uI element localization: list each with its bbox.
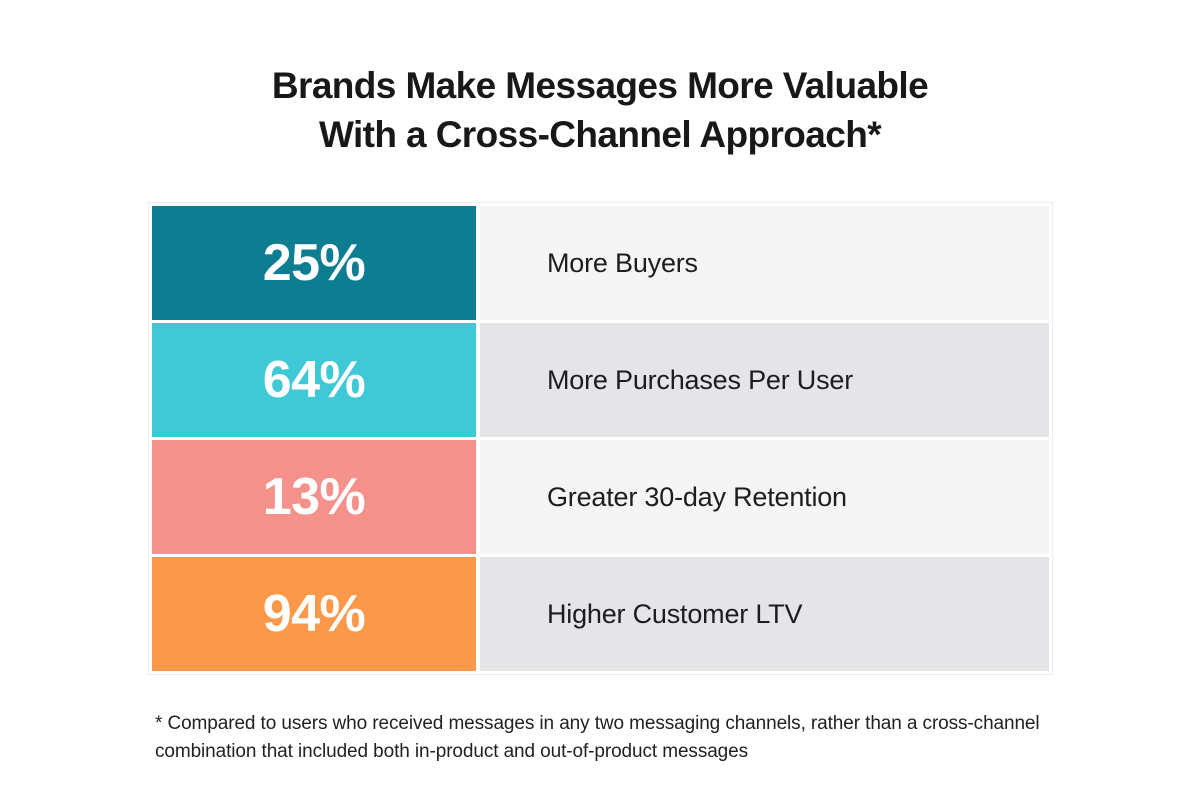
- stat-label-cell: More Buyers: [480, 206, 1049, 320]
- stat-value-cell: 25%: [152, 206, 476, 320]
- stat-label: Greater 30-day Retention: [547, 481, 847, 512]
- stat-value: 13%: [262, 468, 366, 526]
- table-row: 13% Greater 30-day Retention: [152, 440, 1049, 554]
- stat-label-cell: Greater 30-day Retention: [480, 440, 1049, 554]
- table-row: 94% Higher Customer LTV: [152, 557, 1049, 671]
- stat-label-cell: More Purchases Per User: [480, 323, 1049, 437]
- chart-title-line1: Brands Make Messages More Valuable: [271, 65, 929, 106]
- stat-label: Higher Customer LTV: [547, 598, 803, 629]
- footnote: * Compared to users who received message…: [155, 710, 1095, 766]
- stat-value-cell: 94%: [152, 557, 476, 671]
- stat-value: 94%: [262, 585, 366, 643]
- stat-value-cell: 64%: [152, 323, 476, 437]
- table-row: 64% More Purchases Per User: [152, 323, 1049, 437]
- stat-value: 64%: [262, 351, 366, 409]
- stats-table: 25% More Buyers 64% More Purchases Per U…: [148, 202, 1053, 675]
- stat-label: More Purchases Per User: [547, 364, 854, 395]
- footnote-line2: combination that included both in-produc…: [155, 741, 749, 763]
- chart-title-line2: With a Cross-Channel Approach*: [318, 113, 882, 155]
- stat-label-cell: Higher Customer LTV: [480, 557, 1049, 671]
- stat-label: More Buyers: [547, 247, 698, 278]
- stat-value-cell: 13%: [152, 440, 476, 554]
- footnote-line1: * Compared to users who received message…: [155, 713, 1040, 734]
- stat-value: 25%: [262, 234, 366, 292]
- table-row: 25% More Buyers: [152, 206, 1049, 320]
- chart-title: Brands Make Messages More Valuable With a…: [0, 0, 1200, 160]
